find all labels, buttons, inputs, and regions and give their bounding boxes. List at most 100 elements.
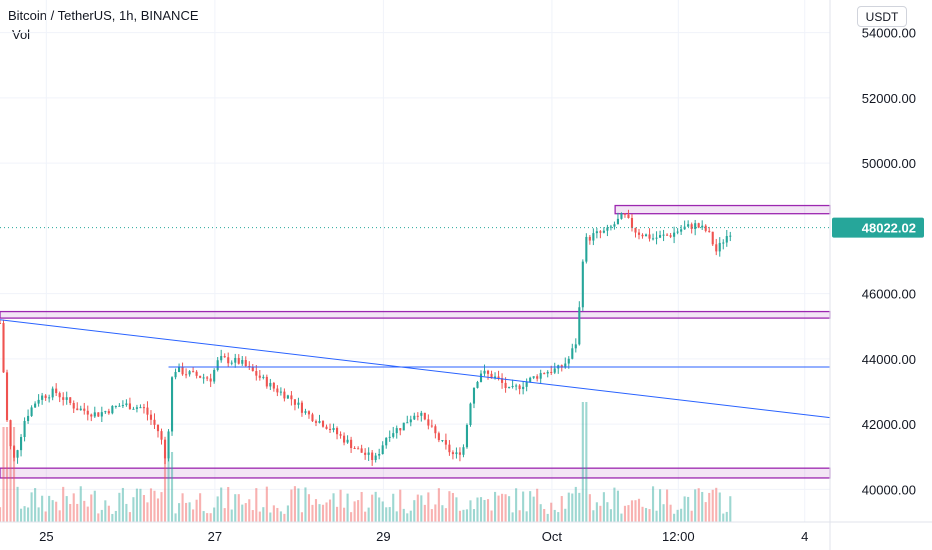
volume-bar — [592, 510, 595, 522]
candle — [648, 234, 651, 239]
volume-bar — [135, 488, 138, 522]
candle — [209, 378, 212, 382]
volume-bar — [23, 506, 26, 522]
candle — [501, 378, 504, 383]
volume-bar — [427, 492, 430, 522]
candle — [86, 410, 89, 415]
candle — [62, 397, 65, 400]
candle — [623, 213, 627, 215]
volume-bar — [409, 510, 412, 522]
candle — [680, 229, 683, 232]
volume-bar — [199, 493, 202, 522]
candle — [195, 371, 198, 376]
candle — [620, 213, 623, 219]
volume-bar — [511, 512, 514, 522]
candle — [413, 415, 416, 420]
candle — [532, 376, 535, 378]
candle — [694, 223, 697, 229]
volume-bar — [241, 504, 244, 522]
volume-bar — [192, 509, 195, 522]
candle — [188, 371, 191, 375]
volume-bar — [48, 495, 51, 522]
candle — [142, 407, 146, 409]
candle — [332, 428, 335, 431]
volume-bar — [72, 493, 75, 522]
candle — [244, 360, 247, 367]
candle — [111, 405, 114, 414]
candle — [139, 407, 142, 409]
volume-bar — [704, 502, 707, 522]
volume-bar — [174, 513, 177, 522]
volume-bar — [69, 503, 72, 522]
candle — [265, 376, 268, 387]
candle — [711, 231, 714, 245]
volume-bar — [683, 496, 686, 522]
volume-bar — [623, 505, 627, 522]
volume-bar — [722, 513, 725, 522]
candle — [374, 455, 377, 461]
volume-indicator-label[interactable]: Vol — [12, 27, 31, 42]
candle — [560, 365, 563, 368]
price-axis: 54000.00 52000.00 50000.00 46000.00 44000.00… — [829, 0, 924, 550]
candle — [395, 428, 398, 434]
volume-bar — [34, 488, 37, 522]
candle — [493, 376, 497, 379]
volume-bar — [300, 512, 303, 522]
volume-bar — [93, 490, 96, 522]
volume-bar — [515, 488, 518, 522]
volume-bar — [62, 486, 65, 522]
candle — [669, 235, 672, 237]
volume-bar — [364, 511, 367, 522]
volume-bar — [564, 508, 567, 522]
volume-bar — [571, 493, 574, 522]
candle — [381, 445, 384, 455]
volume-bar — [532, 496, 535, 522]
volume-bar — [651, 486, 655, 522]
candle — [146, 407, 149, 415]
candle — [230, 362, 233, 364]
volume-bar — [2, 427, 5, 522]
candle — [160, 431, 163, 440]
candle — [444, 440, 447, 445]
candle — [227, 357, 230, 364]
volume-bar — [676, 509, 679, 522]
candle — [644, 234, 648, 237]
volume-bar — [392, 493, 395, 522]
volume-bar — [567, 492, 570, 522]
volume-bar — [27, 507, 30, 522]
volume-bar — [458, 510, 461, 522]
volume-bar — [472, 509, 476, 522]
volume-bar — [118, 492, 121, 522]
volume-bar — [339, 489, 342, 522]
volume-bar — [648, 509, 651, 522]
volume-bar — [616, 490, 619, 522]
candle — [357, 448, 360, 450]
candle — [651, 238, 655, 240]
volume-bar — [76, 503, 79, 522]
candle — [406, 422, 409, 424]
candle — [69, 397, 72, 404]
volume-bar — [539, 504, 542, 522]
candle — [83, 408, 86, 411]
candle — [192, 371, 195, 373]
candle — [490, 373, 493, 379]
volume-bar — [543, 508, 546, 522]
candle — [27, 415, 30, 421]
volume-bar — [125, 503, 128, 522]
price-tick-label: 42000.00 — [862, 417, 916, 432]
time-tick-label: 4 — [801, 529, 808, 544]
candle — [48, 397, 51, 399]
volume-bar — [100, 509, 103, 522]
volume-bar — [659, 489, 662, 522]
volume-bar — [227, 486, 230, 522]
volume-bar — [490, 510, 493, 522]
time-tick-label: 27 — [208, 529, 222, 544]
currency-button[interactable]: USDT — [857, 6, 907, 27]
candle — [213, 369, 216, 382]
volume-bar — [476, 497, 479, 522]
volume-bar — [687, 496, 690, 522]
candle — [385, 437, 388, 446]
candle — [107, 411, 110, 414]
candle — [132, 408, 135, 410]
